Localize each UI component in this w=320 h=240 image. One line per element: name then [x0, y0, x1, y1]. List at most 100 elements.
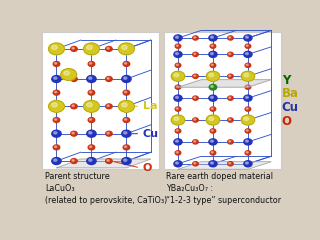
Circle shape	[124, 132, 127, 134]
Circle shape	[209, 117, 214, 120]
Circle shape	[87, 130, 96, 137]
Circle shape	[245, 129, 251, 133]
Circle shape	[194, 97, 196, 98]
Circle shape	[124, 77, 127, 79]
Circle shape	[194, 162, 196, 164]
Text: La: La	[143, 101, 157, 111]
Circle shape	[88, 90, 95, 95]
Circle shape	[193, 140, 198, 144]
Circle shape	[49, 43, 64, 55]
Circle shape	[175, 107, 181, 111]
Circle shape	[228, 36, 233, 40]
Circle shape	[171, 115, 185, 125]
Circle shape	[52, 45, 57, 49]
Circle shape	[245, 63, 251, 67]
Circle shape	[246, 64, 248, 66]
Circle shape	[174, 51, 182, 57]
Circle shape	[89, 159, 92, 161]
Circle shape	[210, 129, 216, 133]
Circle shape	[107, 48, 109, 49]
Circle shape	[123, 145, 130, 150]
Circle shape	[193, 96, 198, 100]
Circle shape	[244, 95, 252, 101]
Circle shape	[54, 132, 57, 134]
Circle shape	[89, 77, 92, 79]
Circle shape	[54, 159, 57, 161]
Circle shape	[87, 76, 96, 83]
Circle shape	[176, 130, 178, 131]
Circle shape	[71, 104, 77, 109]
Circle shape	[210, 107, 216, 111]
Text: O: O	[143, 163, 152, 173]
Circle shape	[175, 85, 181, 89]
Circle shape	[244, 161, 252, 167]
Circle shape	[54, 77, 57, 79]
Text: Y: Y	[282, 74, 290, 87]
Circle shape	[194, 75, 196, 77]
Circle shape	[245, 44, 251, 48]
Circle shape	[244, 51, 252, 57]
Circle shape	[211, 53, 213, 55]
Circle shape	[193, 74, 198, 78]
Circle shape	[244, 139, 252, 145]
Circle shape	[246, 86, 248, 87]
Circle shape	[72, 160, 74, 161]
Circle shape	[194, 53, 196, 54]
Circle shape	[72, 48, 74, 49]
Circle shape	[89, 132, 92, 134]
Circle shape	[88, 118, 95, 122]
Circle shape	[211, 64, 213, 66]
Circle shape	[209, 51, 217, 57]
Circle shape	[211, 45, 213, 46]
Circle shape	[124, 159, 127, 161]
Circle shape	[211, 96, 213, 98]
Circle shape	[61, 69, 76, 80]
Circle shape	[176, 45, 178, 46]
Circle shape	[84, 43, 100, 55]
Circle shape	[209, 161, 217, 167]
Circle shape	[106, 159, 112, 163]
Circle shape	[52, 158, 61, 164]
Circle shape	[122, 76, 131, 83]
Circle shape	[122, 158, 131, 164]
Circle shape	[122, 103, 127, 107]
Circle shape	[89, 47, 92, 49]
Circle shape	[211, 36, 213, 38]
Circle shape	[174, 35, 182, 41]
Circle shape	[245, 140, 248, 142]
Circle shape	[206, 115, 220, 125]
Circle shape	[228, 118, 233, 122]
Circle shape	[209, 139, 217, 145]
Circle shape	[175, 129, 181, 133]
Circle shape	[176, 108, 178, 109]
Circle shape	[107, 132, 109, 134]
Circle shape	[122, 45, 127, 49]
Circle shape	[72, 132, 74, 134]
Circle shape	[175, 44, 181, 48]
Circle shape	[87, 45, 92, 49]
Circle shape	[210, 63, 216, 67]
FancyBboxPatch shape	[43, 32, 159, 169]
Circle shape	[244, 117, 249, 120]
Circle shape	[210, 151, 216, 155]
Circle shape	[123, 90, 130, 95]
Circle shape	[210, 85, 216, 89]
Circle shape	[194, 119, 196, 120]
Circle shape	[176, 96, 178, 98]
Circle shape	[229, 53, 231, 54]
Circle shape	[229, 37, 231, 38]
Circle shape	[107, 78, 109, 79]
Circle shape	[229, 141, 231, 142]
Circle shape	[209, 73, 214, 77]
Circle shape	[246, 45, 248, 46]
Circle shape	[209, 95, 217, 101]
Polygon shape	[178, 80, 271, 87]
Text: Parent structure: Parent structure	[45, 172, 110, 181]
Circle shape	[90, 146, 92, 148]
Circle shape	[228, 140, 233, 144]
Circle shape	[49, 100, 64, 112]
Circle shape	[176, 86, 178, 87]
Circle shape	[87, 103, 92, 107]
Circle shape	[229, 119, 231, 120]
Circle shape	[194, 141, 196, 142]
